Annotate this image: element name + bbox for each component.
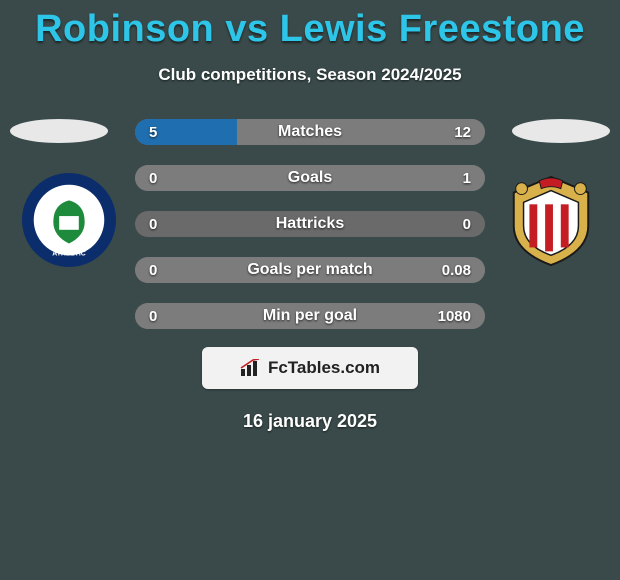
- svg-text:ATHLETIC: ATHLETIC: [52, 250, 85, 257]
- stat-bar: 01Goals: [135, 165, 485, 191]
- branding-badge: FcTables.com: [202, 347, 418, 389]
- wigan-crest-icon: WIGAN ATHLETIC: [20, 171, 118, 269]
- page-title: Robinson vs Lewis Freestone: [0, 0, 620, 51]
- bar-center-label: Matches: [135, 119, 485, 145]
- left-team-crest: WIGAN ATHLETIC: [20, 171, 118, 269]
- comparison-panel: WIGAN ATHLETIC 512Matches 01Goals 00Hattri…: [0, 119, 620, 329]
- bar-chart-icon: [240, 359, 262, 377]
- branding-text: FcTables.com: [268, 358, 380, 378]
- stat-bar: 00Hattricks: [135, 211, 485, 237]
- stevenage-crest-icon: [502, 171, 600, 269]
- svg-text:WIGAN: WIGAN: [56, 189, 83, 198]
- stat-bar: 00.08Goals per match: [135, 257, 485, 283]
- left-platform-ellipse: [10, 119, 108, 143]
- stat-bar: 01080Min per goal: [135, 303, 485, 329]
- bar-center-label: Hattricks: [135, 211, 485, 237]
- stats-bars: 512Matches 01Goals 00Hattricks 00.08Goals p…: [135, 119, 485, 349]
- subtitle: Club competitions, Season 2024/2025: [0, 65, 620, 85]
- right-team-crest: [502, 171, 600, 269]
- right-platform-ellipse: [512, 119, 610, 143]
- bar-center-label: Goals per match: [135, 257, 485, 283]
- bar-center-label: Goals: [135, 165, 485, 191]
- stat-bar: 512Matches: [135, 119, 485, 145]
- bar-center-label: Min per goal: [135, 303, 485, 329]
- snapshot-date: 16 january 2025: [0, 411, 620, 432]
